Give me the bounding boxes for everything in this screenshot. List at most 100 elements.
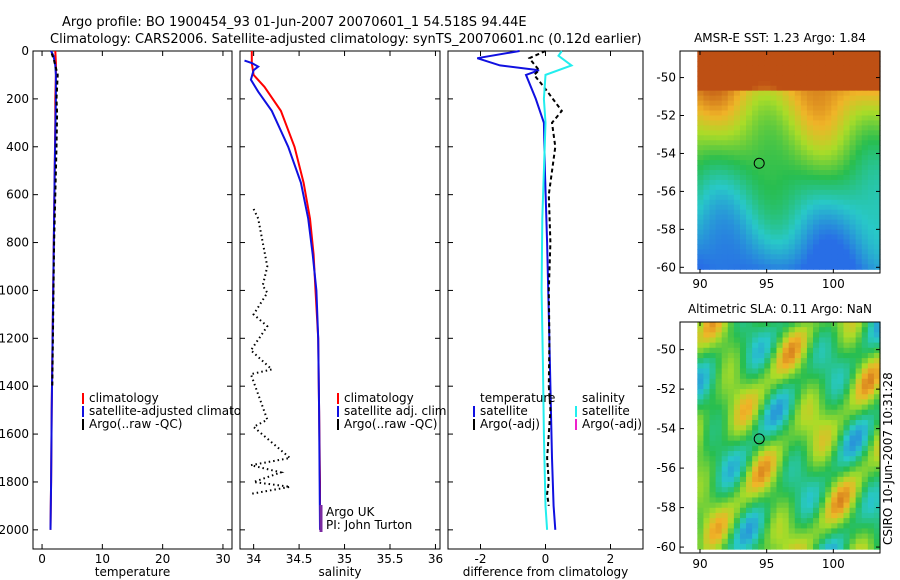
sst-heat-cell: [861, 234, 869, 241]
sst-heat-cell: [819, 155, 826, 161]
sst-heat-cell: [752, 90, 759, 97]
sst-heat-cell: [758, 204, 765, 211]
sst-heat-cell: [727, 65, 735, 72]
sst-heat-cell: [837, 184, 845, 191]
sst-heat-cell: [776, 194, 784, 201]
sst-heat-cell: [746, 130, 753, 136]
sla-heat-cell: [752, 430, 759, 437]
sst-heat-cell: [782, 249, 790, 255]
sst-heat-cell: [794, 135, 802, 141]
sla-heat-cell: [782, 538, 790, 545]
sla-heat-cell: [849, 461, 857, 468]
sst-heat-cell: [825, 145, 832, 151]
sla-heat-cell: [831, 440, 838, 447]
sla-heat-cell: [800, 378, 808, 385]
sst-heat-cell: [733, 165, 741, 171]
sla-heat-cell: [746, 378, 753, 385]
sst-heat-cell: [770, 224, 778, 231]
sla-heat-cell: [758, 543, 765, 550]
sla-heat-cell: [800, 347, 808, 354]
sla-heat-cell: [721, 445, 729, 452]
sla-heat-cell: [861, 533, 869, 540]
sla-heat-cell: [703, 481, 711, 488]
sla-heat-cell: [800, 445, 808, 452]
sla-heat-cell: [861, 507, 869, 514]
sla-heat-cell: [746, 492, 753, 499]
sst-heat-cell: [837, 189, 845, 196]
sla-heat-cell: [721, 352, 729, 359]
sla-heat-cell: [739, 445, 747, 452]
sst-heat-cell: [703, 85, 711, 92]
sst-heat-cell: [843, 234, 851, 241]
sst-heat-cell: [715, 135, 723, 141]
sst-heat-cell: [813, 55, 820, 62]
sst-heat-cell: [849, 170, 857, 176]
sst-heat-cell: [825, 51, 832, 57]
sst-heat-cell: [800, 70, 808, 77]
sst-heat-cell: [788, 155, 796, 161]
temperature-ytick-label: 600: [6, 188, 29, 202]
sla-heat-cell: [819, 538, 826, 545]
sla-heat-cell: [721, 383, 729, 390]
sla-heat-cell: [764, 451, 771, 457]
sla-heat-cell: [867, 471, 875, 478]
sst-heat-cell: [867, 135, 875, 141]
sst-heat-cell: [697, 214, 705, 221]
sla-heat-cell: [697, 461, 705, 468]
sst-heat-cell: [806, 60, 814, 67]
sla-heat-cell: [697, 322, 705, 328]
sla-heat-cell: [837, 347, 845, 354]
sst-heat-cell: [794, 184, 802, 191]
sla-heat-cell: [721, 322, 729, 328]
sla-heat-cell: [727, 435, 735, 442]
sla-heat-cell: [739, 399, 747, 406]
sla-heat-cell: [843, 471, 851, 478]
sla-heat-cell: [758, 327, 765, 333]
sla-heat-cell: [867, 512, 875, 519]
sla-heat-cell: [733, 487, 741, 493]
sla-heat-cell: [764, 399, 771, 406]
sst-heat-cell: [849, 60, 857, 67]
sla-heat-cell: [794, 352, 802, 359]
sla-heat-cell: [721, 378, 729, 385]
sst-heat-cell: [752, 85, 759, 92]
sla-heat-cell: [813, 327, 820, 333]
sla-heat-cell: [758, 368, 765, 375]
sla-heat-cell: [831, 502, 838, 509]
sst-heat-cell: [813, 125, 820, 131]
sla-heat-cell: [843, 378, 851, 385]
sla-heat-cell: [746, 512, 753, 519]
sla-heat-cell: [788, 538, 796, 545]
sla-heat-cell: [873, 476, 881, 483]
sst-heat-cell: [721, 75, 729, 82]
sla-heat-cell: [819, 394, 826, 400]
sla-heat-cell: [703, 322, 711, 328]
sla-heat-cell: [727, 337, 735, 344]
sst-heat-cell: [709, 145, 717, 151]
sla-heat-cell: [703, 445, 711, 452]
sla-heat-cell: [770, 481, 778, 488]
sst-heat-cell: [843, 179, 851, 186]
sst-heat-cell: [770, 204, 778, 211]
sla-heat-cell: [697, 466, 705, 473]
sla-heat-cell: [788, 461, 796, 468]
sla-heat-cell: [721, 425, 729, 431]
sla-heat-cell: [758, 352, 765, 359]
sla-heat-cell: [819, 430, 826, 437]
sst-heat-cell: [715, 155, 723, 161]
sst-heat-cell: [837, 55, 845, 62]
sla-heat-cell: [752, 337, 759, 344]
sst-heat-cell: [867, 209, 875, 216]
sst-heat-cell: [727, 244, 735, 250]
sst-heat-cell: [831, 145, 838, 151]
sst-heat-cell: [697, 70, 705, 77]
sst-heat-cell: [800, 115, 808, 122]
sla-heat-cell: [782, 322, 790, 328]
sst-heat-cell: [788, 209, 796, 216]
sla-heat-cell: [849, 538, 857, 545]
sst-heat-cell: [843, 105, 851, 112]
sst-heat-cell: [709, 51, 717, 57]
sst-heat-cell: [739, 174, 747, 181]
sla-heat-cell: [867, 445, 875, 452]
sst-heat-cell: [819, 70, 826, 77]
